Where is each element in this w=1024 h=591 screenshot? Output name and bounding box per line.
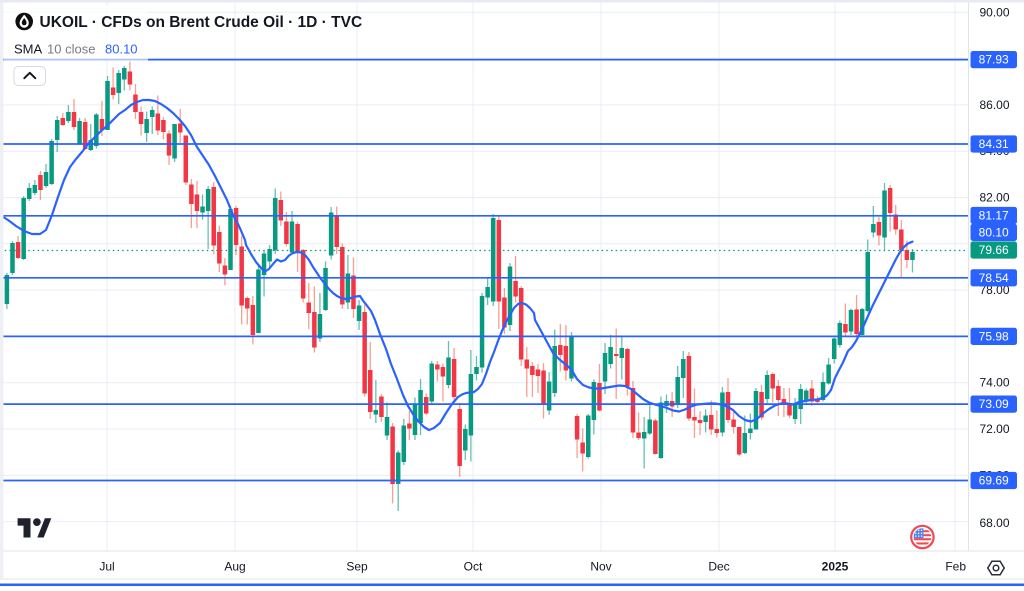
svg-text:Dec: Dec (708, 560, 729, 574)
svg-text:80.10: 80.10 (105, 42, 138, 57)
svg-text:86.00: 86.00 (980, 98, 1010, 112)
svg-text:80.10: 80.10 (979, 225, 1009, 239)
svg-text:2025: 2025 (822, 560, 849, 574)
svg-text:84.31: 84.31 (979, 137, 1009, 151)
svg-text:78.54: 78.54 (979, 271, 1009, 285)
svg-text:79.66: 79.66 (979, 243, 1009, 257)
svg-text:72.00: 72.00 (980, 422, 1010, 436)
svg-text:82.00: 82.00 (980, 191, 1010, 205)
svg-text:Sep: Sep (346, 560, 368, 574)
svg-text:68.00: 68.00 (980, 516, 1010, 530)
svg-text:81.17: 81.17 (979, 209, 1009, 223)
svg-text:Nov: Nov (590, 560, 611, 574)
svg-text:SMA: SMA (14, 42, 43, 57)
svg-text:87.93: 87.93 (979, 53, 1009, 67)
svg-text:90.00: 90.00 (980, 5, 1010, 19)
svg-text:73.09: 73.09 (979, 397, 1009, 411)
svg-text:78.00: 78.00 (980, 283, 1010, 297)
svg-text:Feb: Feb (945, 560, 966, 574)
svg-text:10 close: 10 close (47, 42, 95, 57)
svg-text:69.69: 69.69 (979, 474, 1009, 488)
svg-text:Aug: Aug (224, 560, 245, 574)
svg-text:75.98: 75.98 (979, 329, 1009, 343)
svg-text:Jul: Jul (99, 560, 114, 574)
svg-text:UKOIL · CFDs on Brent Crude Oi: UKOIL · CFDs on Brent Crude Oil · 1D · T… (40, 14, 363, 31)
svg-text:74.00: 74.00 (980, 376, 1010, 390)
svg-text:Oct: Oct (464, 560, 483, 574)
